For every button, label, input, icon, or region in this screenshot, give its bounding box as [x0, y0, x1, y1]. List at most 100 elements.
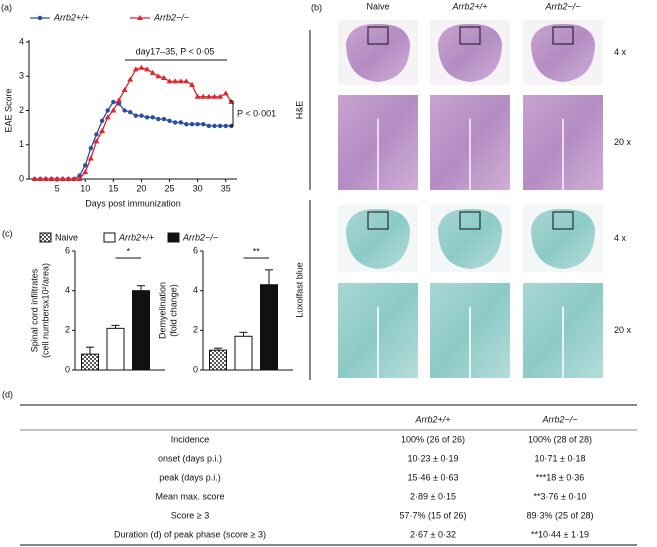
data-point: [87, 155, 94, 161]
bar: [81, 353, 99, 371]
zoom-box: [552, 26, 574, 45]
x-tick-label: 35: [221, 183, 231, 193]
table-cell: 89·3% (25 of 28): [526, 510, 593, 520]
table-cell: 100% (26 of 26): [401, 434, 465, 444]
y-tick-label: 3: [19, 71, 24, 81]
zoom-box: [367, 26, 389, 45]
data-point: [183, 78, 190, 84]
data-point: [111, 99, 116, 105]
y-axis-label: (fold change): [168, 284, 178, 337]
legend-label: Naive: [55, 232, 78, 242]
legend-swatch: [39, 232, 52, 243]
data-point: [76, 176, 83, 181]
histology-panel: Naive Arrb2+/+ Arrb2−/− 4 x 20 x 4 x 20 x H&E Lu…: [294, 1, 632, 380]
y-tick-label: 0: [19, 173, 24, 183]
y-tick-label: 4: [193, 285, 198, 295]
table-header: Arrb2+/+: [414, 414, 450, 424]
data-point: [37, 176, 44, 181]
magnification-label: 4 x: [614, 47, 627, 57]
data-point: [105, 108, 110, 113]
data-point: [166, 78, 173, 84]
data-point: [200, 93, 207, 99]
data-point: [167, 118, 172, 123]
panel-label: (b): [311, 2, 322, 12]
data-point: [99, 118, 105, 123]
data-point: [93, 138, 100, 144]
series-line: [34, 101, 232, 180]
data-point: [138, 64, 145, 70]
data-point: [104, 114, 111, 120]
y-axis-label: (cell numbersx10²/area): [40, 263, 50, 358]
data-point: [144, 115, 150, 120]
data-point: [133, 113, 139, 118]
y-tick-label: 2: [19, 105, 24, 115]
magnification-label: 20 x: [614, 137, 632, 147]
spinal-cord-section: [346, 208, 410, 269]
y-tick-label: 4: [65, 285, 70, 295]
y-tick-label: 2: [193, 325, 198, 335]
legend-marker: [37, 15, 43, 21]
data-point: [184, 122, 189, 127]
data-point: [122, 108, 127, 113]
legend-swatch: [167, 232, 180, 243]
table-cell: 2·89 ± 0·15: [410, 491, 456, 501]
y-tick-label: 6: [65, 245, 70, 255]
data-point: [194, 93, 201, 99]
bar: [106, 327, 125, 371]
data-point: [160, 74, 167, 80]
legend-label: Arrb2−/−: [153, 12, 189, 22]
table-cell: peak (days p.i.): [159, 472, 221, 482]
data-point: [127, 110, 133, 115]
table-cell: Score ≥ 3: [171, 510, 209, 520]
data-point: [31, 176, 38, 181]
y-tick-label: 1: [19, 139, 24, 149]
zoom-box: [459, 211, 481, 230]
data-point: [177, 78, 184, 84]
data-point: [59, 176, 66, 181]
column-header: Arrb2+/+: [451, 1, 487, 11]
table-cell: Mean max. score: [155, 491, 224, 501]
data-point: [82, 169, 89, 175]
data-point: [144, 66, 151, 72]
data-point: [121, 86, 128, 92]
legend-swatch: [103, 232, 116, 243]
data-point: [206, 123, 212, 129]
table-cell: **10·44 ± 1·19: [531, 529, 589, 539]
spinal-cord-section: [438, 208, 502, 269]
y-tick-label: 6: [193, 245, 198, 255]
table-cell: 15·46 ± 0·63: [408, 472, 459, 482]
bar: [260, 284, 278, 371]
stain-label: Luxolfast blue: [294, 262, 304, 318]
y-axis-label: EAE Score: [3, 88, 13, 132]
legend-marker: [137, 15, 143, 20]
data-point: [156, 116, 161, 122]
zoom-box: [552, 211, 574, 230]
legend-label: Arrb2+/+: [118, 232, 154, 242]
data-point: [65, 176, 72, 181]
magnification-label: 4 x: [614, 233, 627, 243]
data-point: [150, 115, 155, 120]
column-header: Arrb2−/−: [544, 1, 580, 11]
data-point: [70, 176, 77, 181]
spinal-cord-section: [438, 23, 502, 83]
spinal-cord-section: [531, 23, 595, 83]
zoom-box: [459, 26, 481, 45]
table-cell: 10·71 ± 0·18: [535, 453, 586, 463]
table-cell: Incidence: [171, 434, 210, 444]
y-tick-label: 0: [65, 364, 70, 374]
x-tick-label: 5: [55, 183, 60, 193]
data-point: [172, 120, 178, 125]
table-cell: onset (days p.i.): [158, 453, 222, 463]
annotation-bracket: [229, 100, 234, 127]
legend-label: Arrb2−/−: [182, 232, 218, 242]
data-point: [132, 66, 139, 72]
data-point: [83, 163, 88, 168]
stain-label: H&E: [294, 101, 304, 120]
table-header: Arrb2−/−: [541, 414, 577, 424]
x-tick-label: 25: [165, 183, 175, 193]
spinal-cord-section: [346, 23, 410, 83]
table-cell: 2·67 ± 0·32: [410, 529, 456, 539]
data-point: [172, 78, 179, 84]
bar: [234, 335, 253, 371]
